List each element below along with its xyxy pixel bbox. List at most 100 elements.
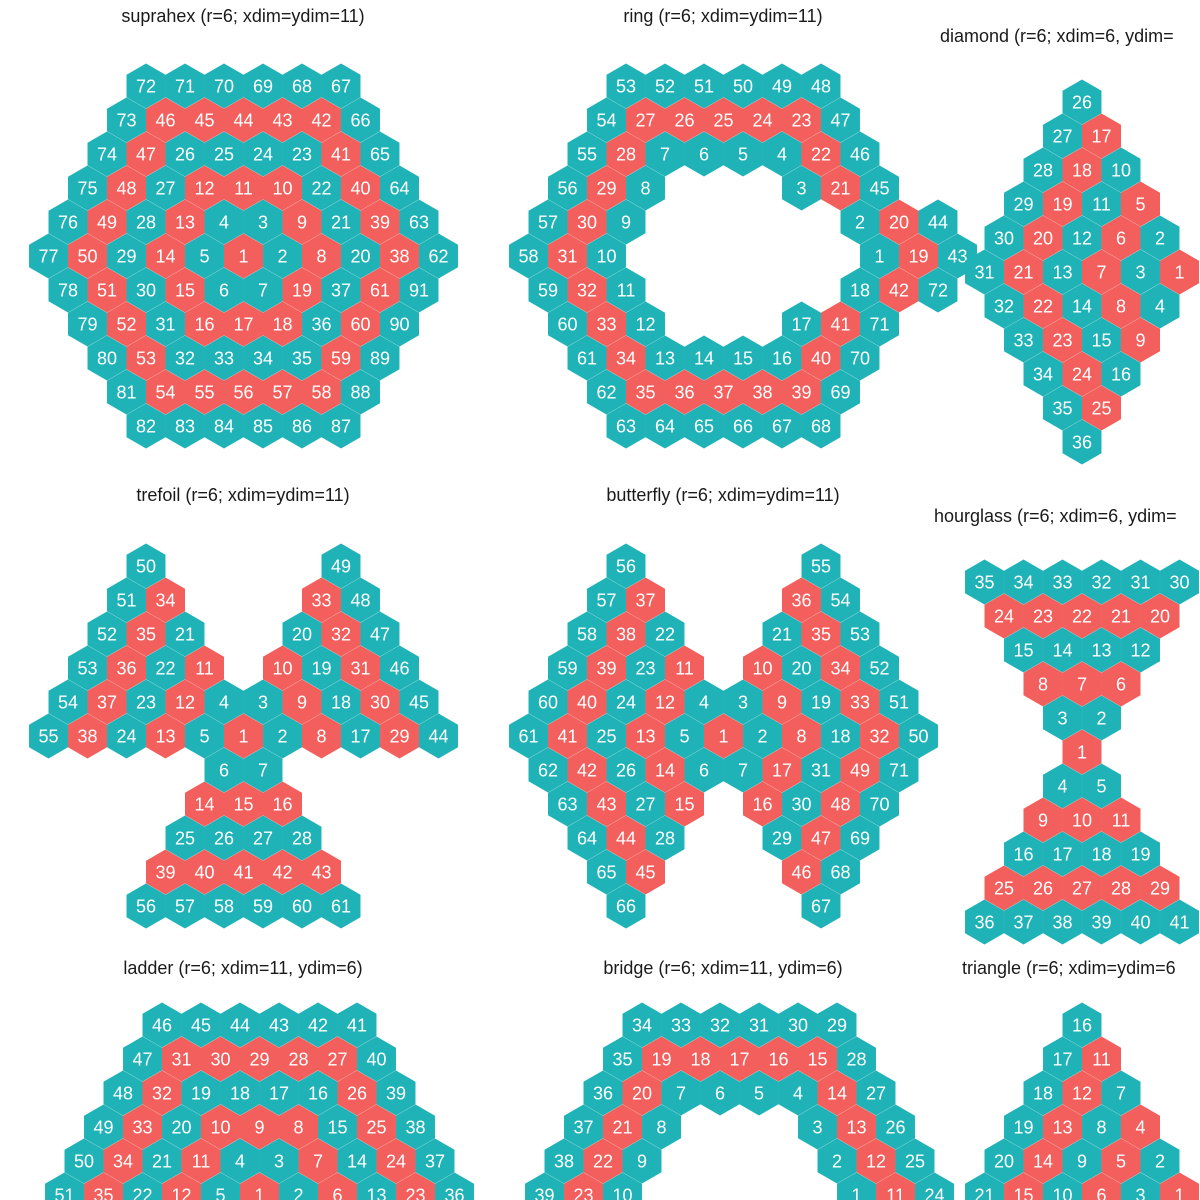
hex-node [360,267,400,313]
hex-node [840,199,880,245]
hex-node [380,233,419,279]
hex-node-label: 12 [1072,1084,1092,1104]
hex-node-label: 14 [1033,1152,1053,1172]
hex-node [224,97,263,143]
hex-node [48,267,88,313]
hex-node [1101,1138,1141,1184]
hex-node-label: 5 [1135,195,1145,215]
hex-node-label: 19 [908,247,928,267]
hex-node [165,815,205,861]
hex-node [622,1070,662,1116]
hex-node [840,267,880,313]
hex-node [606,815,646,861]
hex-node [661,1002,701,1048]
hex-node [185,849,224,895]
hex-node-label: 20 [1033,229,1053,249]
hex-node [860,165,899,211]
hex-node [899,233,938,279]
hex-node-label: 35 [974,573,994,593]
hex-node [107,301,146,347]
hex-node-label: 16 [272,795,292,815]
hex-node-label: 39 [596,659,616,679]
hex-node [259,1138,299,1184]
hex-node-label: 33 [214,349,234,369]
hex-node [282,611,322,657]
hex-node-label: 34 [155,591,175,611]
hex-node [419,713,458,759]
hex-node [1043,1036,1082,1082]
hex-node-label: 16 [194,315,214,335]
hex-node-label: 36 [1072,433,1092,453]
hex-node-label: 31 [974,263,994,283]
hex-node-label: 40 [366,1050,386,1070]
hex-node-label: 63 [616,417,636,437]
hex-node [984,283,1024,329]
hex-node-label: 42 [577,761,597,781]
hex-node-label: 29 [596,179,616,199]
hex-node-label: 3 [258,693,268,713]
hex-node-label: 54 [155,383,175,403]
hex-node [1004,1172,1043,1200]
hex-node-label: 19 [1130,845,1150,865]
hex-node-label: 11 [1092,195,1111,215]
hex-node-label: 59 [557,659,577,679]
hex-node-label: 31 [350,659,370,679]
hex-node [259,1070,299,1116]
hex-node [1062,1070,1102,1116]
hex-node [567,267,607,313]
hex-node-label: 21 [152,1152,172,1172]
hex-node-label: 26 [885,1118,905,1138]
hex-node [587,233,626,279]
hex-node-label: 9 [1135,331,1145,351]
panel-title-butterfly: butterfly (r=6; xdim=ydim=11) [606,485,839,505]
hex-node [201,1172,240,1200]
hex-node-label: 8 [1116,297,1126,317]
hex-node-label: 11 [675,659,694,679]
hex-node-label: 25 [175,829,195,849]
hex-node [282,883,322,929]
hex-node [220,1070,260,1116]
hex-node [626,849,665,895]
panel-title-suprahex: suprahex (r=6; xdim=ydim=11) [121,6,364,26]
hex-node [1062,215,1102,261]
hex-node-label: 33 [132,1118,152,1138]
hex-node [321,131,361,177]
hex-node-label: 43 [269,1016,289,1036]
hex-node [68,301,107,347]
hex-node [587,577,626,623]
hex-node [762,815,802,861]
hex-node [68,165,107,211]
panel-title-diamond: diamond (r=6; xdim=6, ydim= [940,26,1174,46]
hex-node-label: 1 [1077,743,1087,763]
hex-node-label: 60 [350,315,370,335]
hex-node [29,233,68,279]
hex-node [1004,899,1043,945]
hex-node [341,97,380,143]
hex-node-label: 38 [77,727,97,747]
panel-suprahex: suprahex (r=6; xdim=ydim=11) 72 71 70 69 68 6… [29,6,458,449]
hex-node-label: 31 [557,247,577,267]
hex-node-label: 21 [974,1186,994,1200]
hex-node [548,165,587,211]
hex-node [801,63,841,109]
hex-node [107,233,146,279]
hex-node-label: 1 [238,727,248,747]
hex-node-label: 57 [272,383,292,403]
hex-node-label: 1 [1174,1186,1184,1200]
hex-node-label: 89 [370,349,390,369]
hex-node [298,1002,338,1048]
hex-node-label: 78 [58,281,78,301]
hex-node-label: 7 [1096,263,1106,283]
hex-node-label: 10 [1072,811,1092,831]
hex-node-label: 8 [293,1118,303,1138]
hex-node [622,1138,662,1184]
hex-node [1101,797,1141,843]
hex-node [762,131,802,177]
hex-node [782,713,821,759]
hex-node [918,267,958,313]
hex-node-label: 7 [660,145,670,165]
hex-node [700,1002,740,1048]
hex-node-label: 13 [635,727,655,747]
hex-node [142,1070,182,1116]
hex-node-label: 34 [253,349,273,369]
